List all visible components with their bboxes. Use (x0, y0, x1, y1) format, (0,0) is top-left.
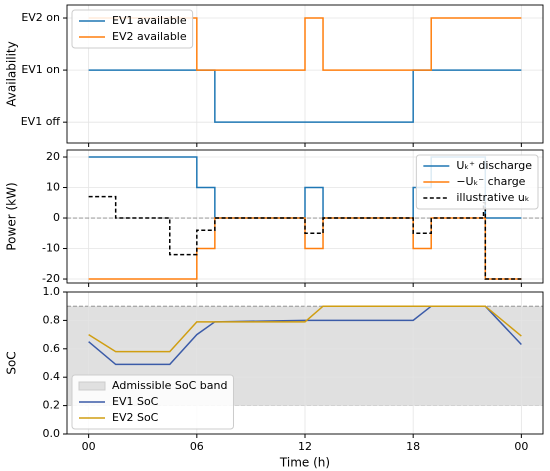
panel: EV1 off EV1 on EV2 on Availability EV1 avail… (5, 4, 544, 147)
legend-label: Uₖ⁺ discharge (456, 159, 532, 172)
legend-label: illustrative uₖ (456, 191, 529, 204)
series-line (88, 305, 522, 353)
legend-label: EV2 available (112, 30, 187, 43)
y-tick-label: 10 (46, 181, 60, 194)
legend-box (71, 9, 194, 49)
x-tick-label: 12 (298, 440, 312, 453)
y-axis-label: Power (kW) (5, 182, 19, 250)
x-tick-label: 00 (82, 440, 96, 453)
series-line (88, 195, 522, 280)
legend: Uₖ⁺ discharge −Uₖ⁻ charge illustrative uₖ (415, 154, 539, 210)
y-tick-label: -10 (42, 242, 60, 255)
axes-frame (66, 4, 544, 144)
series-line (88, 217, 522, 280)
y-tick-label: 0.6 (43, 342, 61, 355)
axes-frame (66, 149, 544, 284)
y-tick-label: EV1 on (21, 63, 60, 76)
legend-label: −Uₖ⁻ charge (456, 175, 525, 188)
legend-box (71, 374, 234, 430)
y-axis-label: SoC (5, 351, 19, 374)
axes-frame (66, 291, 544, 435)
legend-box (415, 154, 539, 210)
x-tick-label: 18 (406, 440, 420, 453)
panel: 00 06 12 18 00 0.0 0.2 0.4 0.6 0.8 1.0 SoC Time (h) A… (5, 285, 544, 470)
y-axis-label: Availability (5, 41, 19, 106)
y-tick-label: 1.0 (43, 285, 61, 298)
y-tick-label: 0.0 (43, 427, 61, 440)
legend-label: EV1 SoC (112, 395, 159, 408)
y-tick-label: 0.4 (43, 370, 61, 383)
y-tick-label: EV1 off (21, 115, 61, 128)
panel: -20 -10 0 10 20 Power (kW) Uₖ⁺ discharge −Uₖ⁻ c… (5, 149, 544, 287)
legend-label: EV2 SoC (112, 411, 159, 424)
legend-label: EV1 available (112, 14, 187, 27)
x-tick-label: 06 (190, 440, 204, 453)
y-tick-label: -20 (42, 272, 60, 285)
y-tick-label: 0 (53, 211, 60, 224)
series-line (88, 17, 522, 71)
x-axis-label: Time (h) (279, 456, 330, 470)
y-tick-label: 20 (46, 150, 60, 163)
legend-label: Admissible SoC band (112, 379, 227, 392)
legend: Admissible SoC band EV1 SoC EV2 SoC (71, 374, 234, 430)
legend: EV1 available EV2 available (71, 9, 194, 49)
legend-swatch (78, 381, 106, 391)
y-tick-label: 0.8 (43, 313, 61, 326)
x-tick-label: 00 (514, 440, 528, 453)
y-tick-label: EV2 on (21, 11, 60, 24)
y-tick-label: 0.2 (43, 399, 61, 412)
